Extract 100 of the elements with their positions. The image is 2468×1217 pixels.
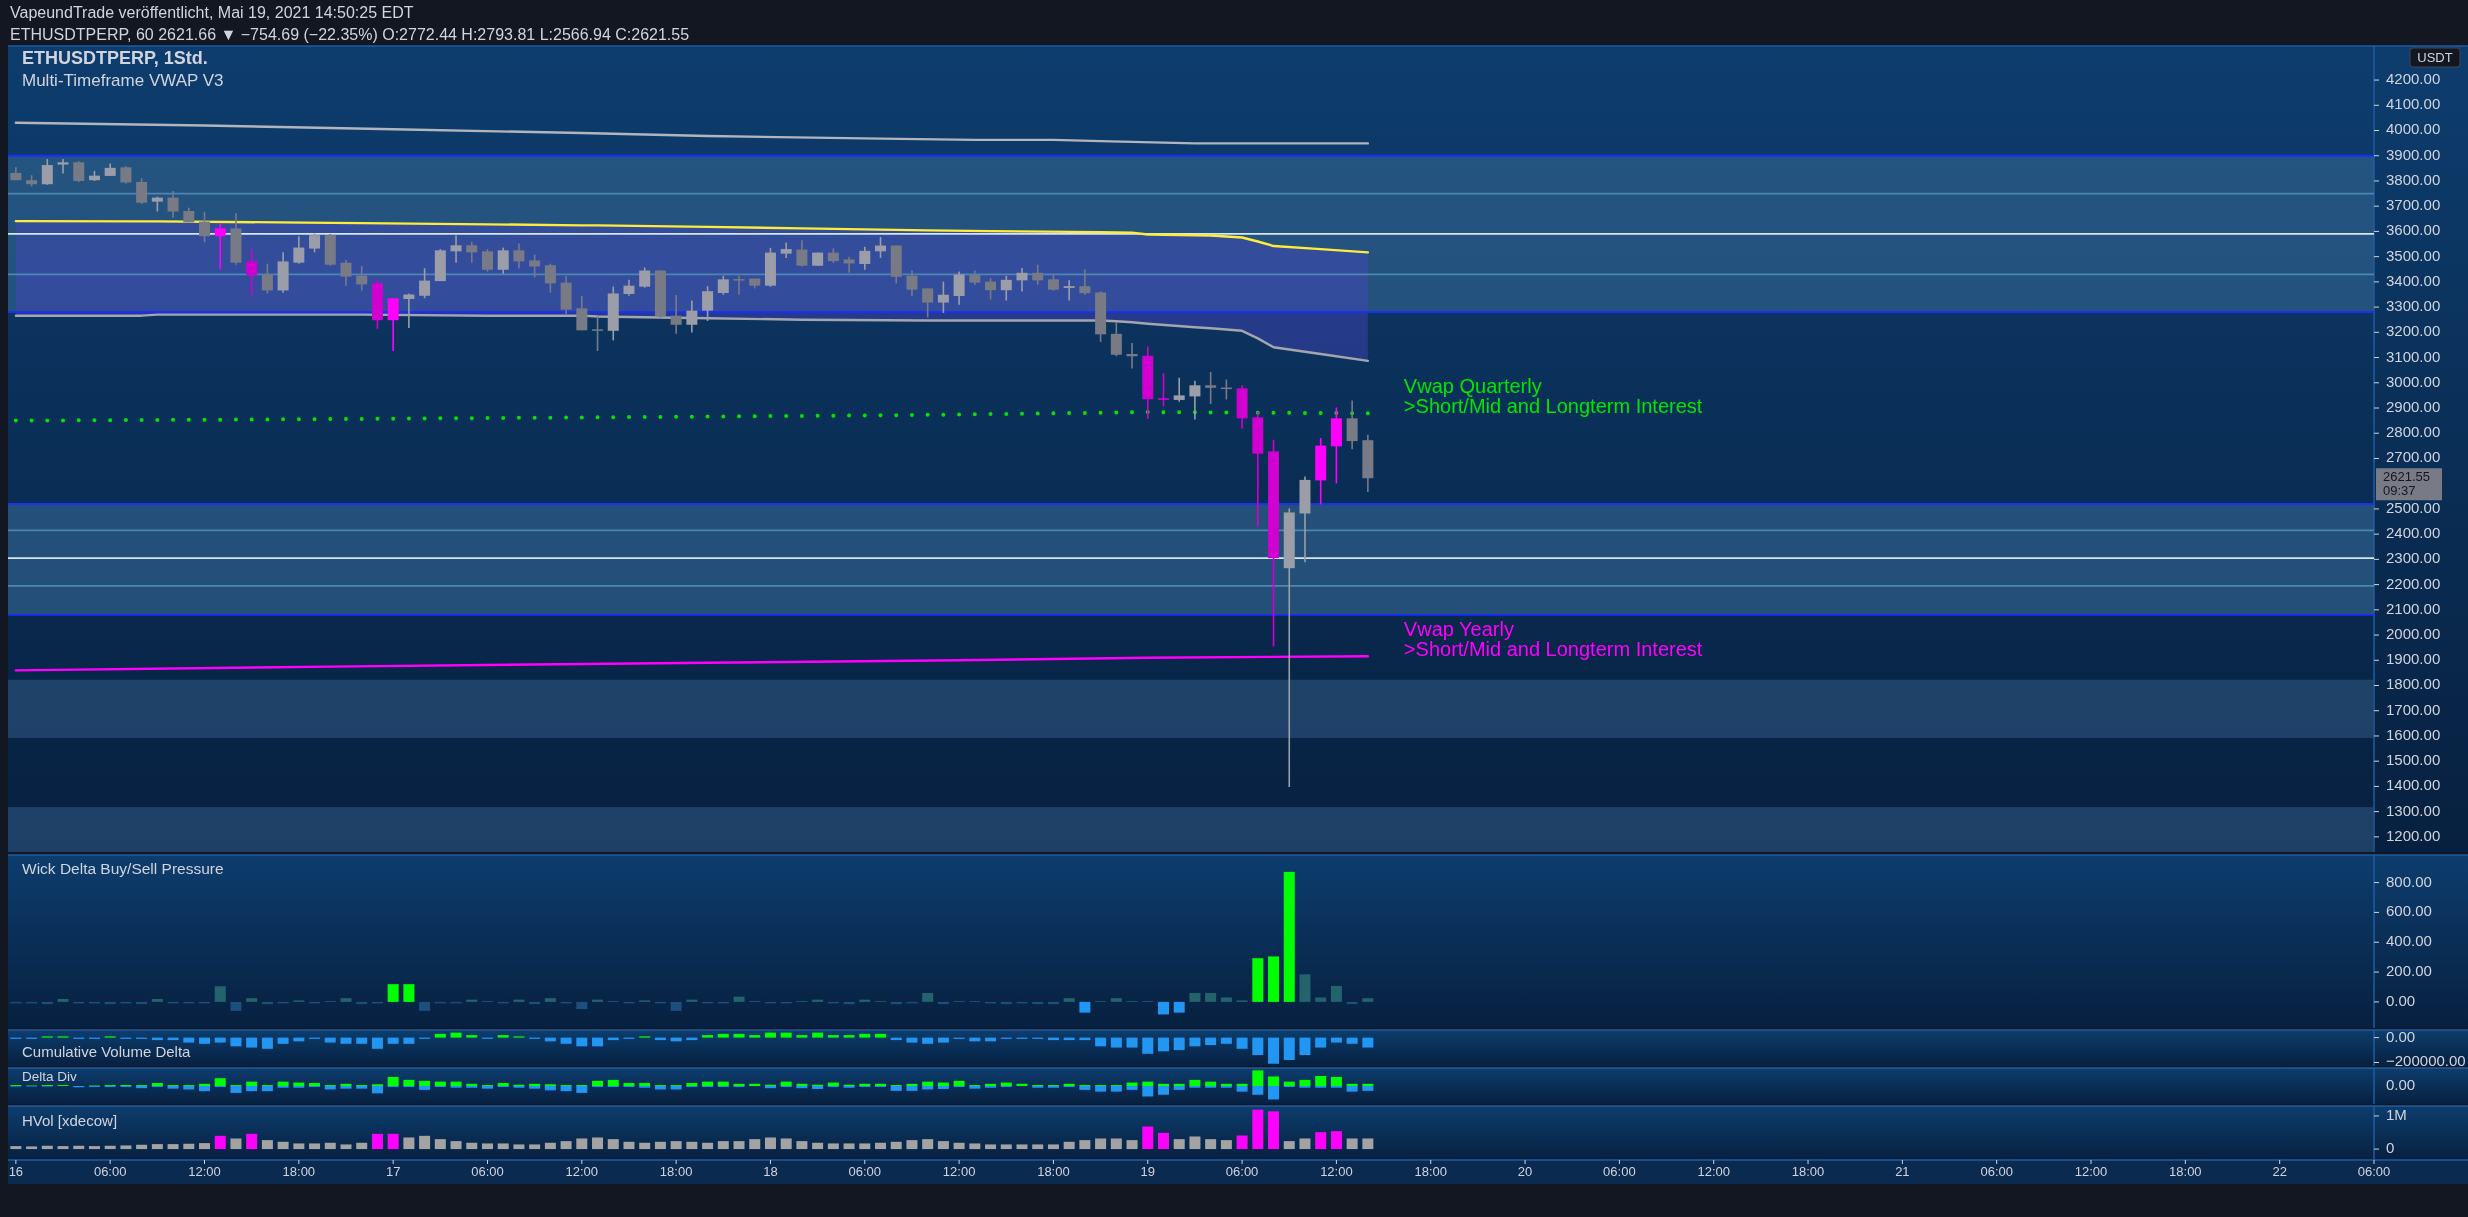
bar bbox=[654, 1141, 666, 1150]
candlestick bbox=[450, 234, 462, 264]
bar bbox=[592, 1137, 604, 1150]
bar bbox=[1016, 1083, 1028, 1086]
bar bbox=[1236, 1083, 1248, 1086]
bar bbox=[57, 998, 69, 1002]
y-tick-label: 3500.00 bbox=[2386, 246, 2441, 264]
bar bbox=[670, 1141, 682, 1150]
y-tick-label: 3900.00 bbox=[2386, 145, 2441, 163]
bar bbox=[1362, 1138, 1374, 1150]
candlestick bbox=[136, 177, 148, 205]
bar bbox=[1330, 985, 1342, 1002]
bar bbox=[906, 1086, 918, 1091]
line-series bbox=[14, 219, 1370, 254]
bar bbox=[1330, 1076, 1342, 1086]
candlestick bbox=[261, 262, 273, 295]
candlestick bbox=[387, 297, 399, 352]
bar bbox=[1268, 1086, 1280, 1100]
x-tick-label: 12:00 bbox=[1697, 1164, 1730, 1179]
bar bbox=[670, 1001, 682, 1011]
y-tick-label: 1800.00 bbox=[2386, 675, 2441, 693]
y-tick-label: 2500.00 bbox=[2386, 498, 2441, 516]
bar bbox=[544, 1142, 556, 1150]
bar bbox=[922, 992, 934, 1002]
y-tick-label: 2800.00 bbox=[2386, 423, 2441, 441]
bar bbox=[1079, 1140, 1091, 1150]
bar bbox=[403, 984, 415, 1002]
bar bbox=[230, 1138, 242, 1150]
y-tick-label: 2900.00 bbox=[2386, 397, 2441, 415]
bar bbox=[1362, 1083, 1374, 1086]
bar bbox=[199, 1083, 211, 1086]
candlestick bbox=[293, 235, 305, 265]
bar bbox=[419, 1001, 431, 1011]
candlestick bbox=[906, 269, 918, 297]
x-tick-label: 18:00 bbox=[2169, 1164, 2202, 1179]
candlestick bbox=[1173, 376, 1185, 403]
bar bbox=[906, 1083, 918, 1086]
y-tick-label: 2200.00 bbox=[2386, 574, 2441, 592]
text: Multi-Timeframe VWAP V3 bbox=[22, 71, 224, 90]
bar bbox=[1205, 1139, 1217, 1150]
bar bbox=[1252, 1109, 1264, 1150]
bar bbox=[1205, 992, 1217, 1002]
candlestick bbox=[41, 158, 53, 186]
bar bbox=[41, 1145, 53, 1150]
candlestick bbox=[843, 255, 855, 274]
bar bbox=[544, 1086, 556, 1091]
y-tick-label: 600.00 bbox=[2386, 902, 2432, 920]
bar bbox=[1236, 1086, 1248, 1092]
bar bbox=[1220, 997, 1232, 1002]
bar bbox=[104, 1145, 116, 1150]
bar bbox=[387, 984, 399, 1002]
bar bbox=[1095, 1138, 1107, 1150]
line-series bbox=[14, 121, 1370, 145]
bar bbox=[1268, 1111, 1280, 1150]
bar bbox=[57, 1146, 69, 1150]
bar bbox=[953, 1142, 965, 1150]
bar bbox=[309, 1143, 321, 1150]
bar bbox=[214, 986, 226, 1002]
bar bbox=[387, 1076, 399, 1086]
bar bbox=[639, 1142, 651, 1150]
candlestick bbox=[199, 210, 211, 244]
bar bbox=[1173, 1083, 1185, 1086]
bar bbox=[1079, 1086, 1091, 1090]
chart-title: ETHUSDTPERP, 1Std. bbox=[22, 48, 208, 68]
y-tick-label: 1900.00 bbox=[2386, 650, 2441, 668]
bar bbox=[1315, 997, 1327, 1002]
bar bbox=[277, 1081, 289, 1086]
candlestick bbox=[1110, 321, 1122, 358]
bar bbox=[1268, 956, 1280, 1002]
bar bbox=[827, 1143, 839, 1150]
x-tick-label: 12:00 bbox=[2074, 1164, 2108, 1179]
bar bbox=[922, 1139, 934, 1150]
bar bbox=[1205, 1081, 1217, 1086]
bar bbox=[937, 1141, 949, 1150]
y-tick-label: −200000.00 bbox=[2386, 1052, 2466, 1070]
bar bbox=[199, 1086, 211, 1092]
bar bbox=[1283, 1081, 1295, 1086]
candlestick bbox=[340, 259, 352, 287]
line-series bbox=[14, 655, 1370, 672]
bar bbox=[1346, 1083, 1358, 1086]
bar bbox=[717, 1081, 729, 1086]
bar bbox=[1346, 1086, 1358, 1092]
y-tick-label: 3100.00 bbox=[2386, 347, 2441, 365]
x-tick-label: 06:00 bbox=[848, 1164, 882, 1179]
bar bbox=[953, 1080, 965, 1086]
y-tick-label: 0 bbox=[2386, 1139, 2395, 1157]
text: 2621.55 09:37 bbox=[2383, 469, 2430, 499]
candlestick bbox=[57, 158, 69, 175]
candlestick bbox=[796, 239, 808, 268]
y-tick-label: 4000.00 bbox=[2386, 120, 2441, 138]
y-tick-label: 3200.00 bbox=[2386, 322, 2441, 340]
bar bbox=[1268, 1076, 1280, 1086]
x-tick-label: 12:00 bbox=[942, 1164, 976, 1179]
y-tick-label: 400.00 bbox=[2386, 932, 2432, 950]
bar bbox=[623, 1141, 635, 1150]
candlestick bbox=[1205, 371, 1217, 405]
bar bbox=[1362, 998, 1374, 1002]
x-tick-label: 22 bbox=[2272, 1164, 2287, 1179]
bar bbox=[246, 1133, 258, 1150]
candlestick bbox=[922, 287, 934, 319]
